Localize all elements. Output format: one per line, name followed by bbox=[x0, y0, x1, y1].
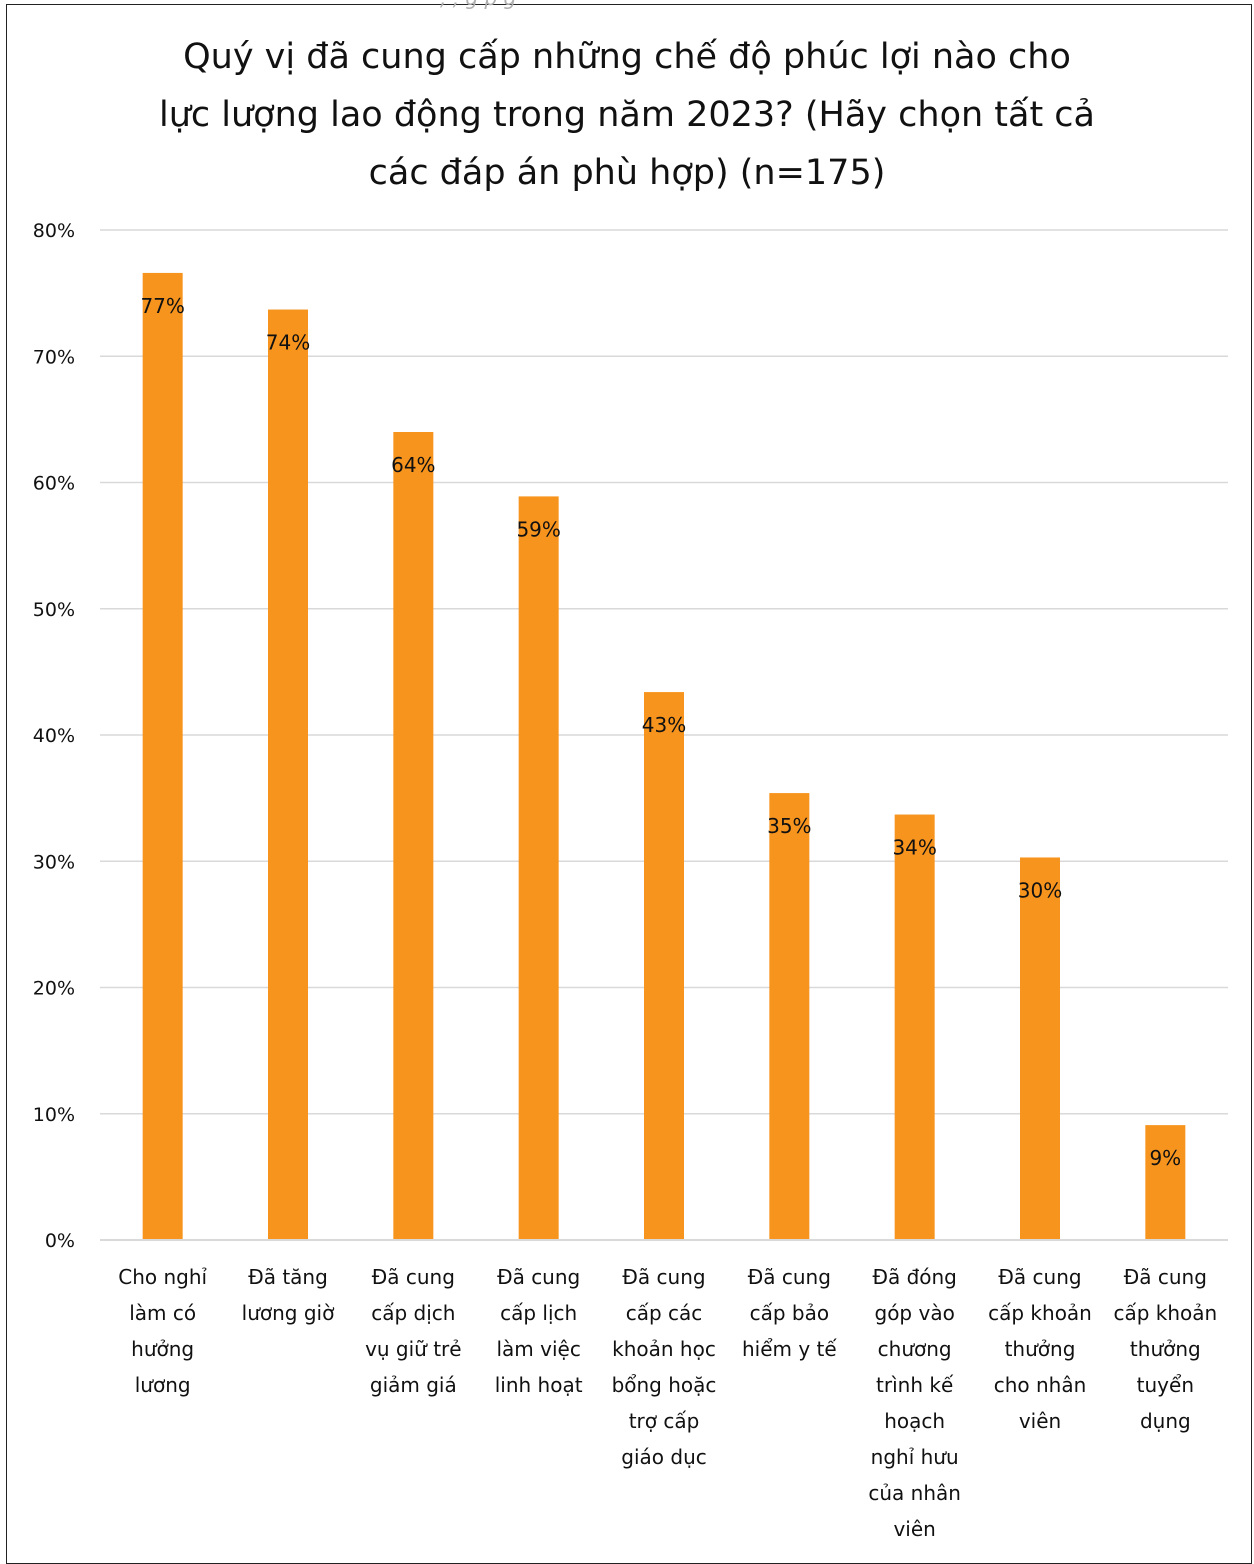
x-tick-label-line: Đã cung bbox=[1124, 1265, 1207, 1289]
chart-frame bbox=[6, 4, 1252, 1564]
bar bbox=[644, 692, 684, 1240]
x-tick-label-line: Cho nghỉ bbox=[118, 1265, 207, 1289]
bar bbox=[393, 432, 434, 1240]
data-label: 30% bbox=[1018, 878, 1062, 902]
x-tick-label-line: dụng bbox=[1140, 1409, 1191, 1433]
data-label: 35% bbox=[767, 814, 811, 838]
x-tick-label-line: trình kế bbox=[876, 1373, 954, 1397]
x-tick-label: Đã tăng lương giờ bbox=[242, 1265, 335, 1325]
x-tick-label-line: lương giờ bbox=[242, 1301, 335, 1325]
x-tick-label-line: cấp lịch bbox=[500, 1301, 577, 1325]
data-label: 43% bbox=[642, 713, 686, 737]
x-tick-label-line: bổng hoặc bbox=[612, 1373, 717, 1397]
x-tick-label-line: chương bbox=[878, 1337, 952, 1361]
y-tick-label: 30% bbox=[33, 851, 75, 873]
data-label: 77% bbox=[140, 294, 184, 318]
x-tick-label-line: tuyển bbox=[1137, 1373, 1194, 1397]
bar bbox=[268, 309, 308, 1241]
x-tick-label-line: hoạch bbox=[884, 1409, 945, 1433]
x-tick-label-line: cho nhân bbox=[994, 1373, 1087, 1397]
x-tick-label-line: cấp bảo bbox=[750, 1301, 830, 1325]
x-tick-label-line: Đã tăng bbox=[248, 1265, 328, 1289]
cropped-top-text: , , g p g bbox=[440, 0, 516, 10]
y-tick-label: 0% bbox=[45, 1230, 75, 1252]
y-tick-label: 80% bbox=[33, 220, 75, 242]
x-tick-label-line: trợ cấp bbox=[629, 1409, 700, 1433]
x-tick-label-line: cấp dịch bbox=[371, 1301, 455, 1325]
x-tick-label-line: Đã cung bbox=[748, 1265, 831, 1289]
chart-title: Quý vị đã cung cấp những chế độ phúc lợi… bbox=[158, 37, 1095, 193]
data-label: 34% bbox=[892, 836, 936, 860]
x-tick-label-line: Đã cung bbox=[497, 1265, 580, 1289]
x-tick-label-line: hưởng bbox=[131, 1337, 194, 1361]
bar bbox=[518, 496, 559, 1240]
x-tick-label: Đã cung cấp dịch vụ giữ trẻ giảm giá bbox=[365, 1265, 462, 1397]
x-tick-label-line: giáo dục bbox=[621, 1445, 706, 1469]
x-tick-label-line: của nhân bbox=[868, 1481, 961, 1505]
x-tick-label: Đã cung cấp các khoản học bổng hoặc trợ cấp g… bbox=[612, 1265, 717, 1469]
bar bbox=[1020, 857, 1060, 1240]
x-tick-label-line: khoản học bbox=[612, 1337, 716, 1361]
x-tick-label: Đã đóng góp vào chương trình kế hoạch nghỉ hư… bbox=[868, 1265, 961, 1541]
x-tick-label-line: vụ giữ trẻ bbox=[365, 1337, 462, 1361]
x-tick-label-line: làm có bbox=[129, 1301, 196, 1325]
x-tick-label-line: cấp khoản bbox=[1113, 1301, 1217, 1325]
x-tick-label-line: làm việc bbox=[496, 1337, 580, 1361]
x-tick-label-line: Đã cung bbox=[372, 1265, 455, 1289]
y-tick-label: 50% bbox=[33, 599, 75, 621]
x-tick-label-line: hiểm y tế bbox=[742, 1337, 837, 1361]
x-tick-label: Đã cung cấp khoản thưởng cho nhân viên bbox=[988, 1265, 1092, 1433]
x-tick-label-line: góp vào bbox=[875, 1301, 955, 1325]
x-tick-label: Cho nghỉ làm có hưởng lương bbox=[118, 1265, 207, 1397]
y-tick-label: 10% bbox=[33, 1104, 75, 1126]
x-tick-label-line: Đã cung bbox=[998, 1265, 1081, 1289]
x-tick-label-line: nghỉ hưu bbox=[871, 1445, 959, 1469]
x-tick-label: Đã cung cấp lịch làm việc linh hoạt bbox=[495, 1265, 583, 1397]
x-tick-label-line: viên bbox=[893, 1517, 935, 1541]
x-tick-label-line: thưởng bbox=[1130, 1337, 1201, 1361]
bar bbox=[769, 793, 810, 1240]
x-tick-label-line: viên bbox=[1019, 1409, 1061, 1433]
x-tick-label-line: Đã đóng bbox=[872, 1265, 956, 1289]
x-tick-label: Đã cung cấp khoản thưởng tuyển dụng bbox=[1113, 1265, 1217, 1433]
x-tick-label: Đã cung cấp bảo hiểm y tế bbox=[742, 1265, 837, 1361]
data-label: 74% bbox=[266, 331, 310, 355]
x-tick-label-line: giảm giá bbox=[370, 1373, 457, 1397]
x-tick-label-line: lương bbox=[135, 1373, 191, 1397]
x-tick-label-line: Đã cung bbox=[622, 1265, 705, 1289]
x-tick-label-line: linh hoạt bbox=[495, 1373, 583, 1397]
bar bbox=[894, 814, 935, 1240]
x-tick-label-line: thưởng bbox=[1005, 1337, 1076, 1361]
data-label: 64% bbox=[391, 453, 435, 477]
bar bbox=[1145, 1125, 1186, 1240]
y-tick-label: 20% bbox=[33, 978, 75, 1000]
x-tick-label-line: cấp các bbox=[626, 1301, 703, 1325]
bar bbox=[142, 272, 183, 1240]
y-tick-label: 70% bbox=[33, 346, 75, 368]
y-tick-label: 60% bbox=[33, 473, 75, 495]
x-tick-label-line: cấp khoản bbox=[988, 1301, 1092, 1325]
data-label: 59% bbox=[516, 517, 560, 541]
data-label: 9% bbox=[1149, 1146, 1181, 1170]
y-tick-label: 40% bbox=[33, 725, 75, 747]
